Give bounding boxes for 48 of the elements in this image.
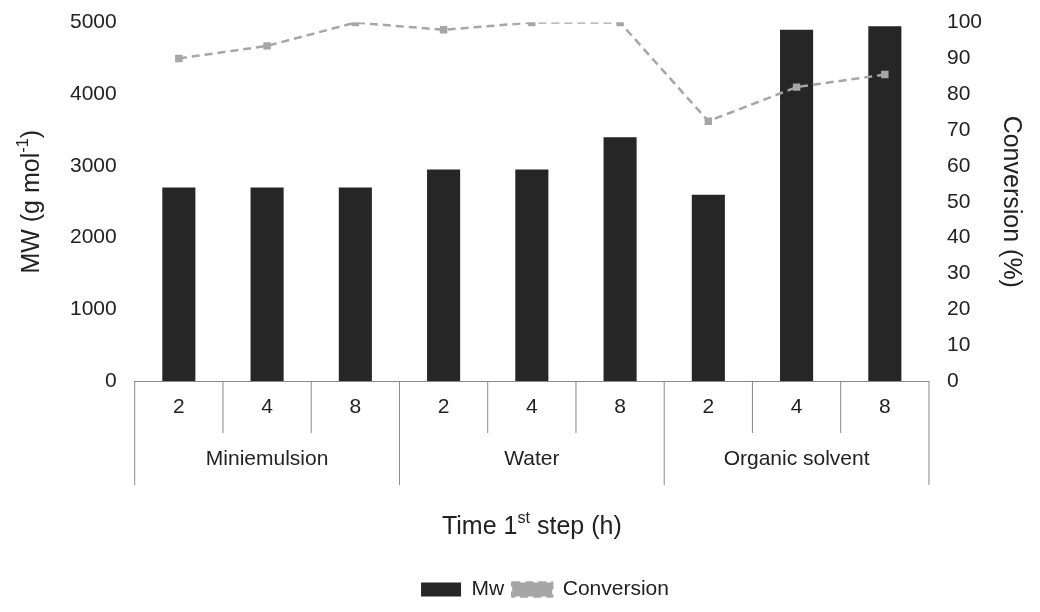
point bbox=[263, 42, 271, 50]
y2-tick-label: 90 bbox=[946, 45, 971, 69]
y-tick-label: 5000 bbox=[70, 9, 117, 33]
y-tick-label: 0 bbox=[105, 367, 117, 391]
y-tick-label: 4000 bbox=[70, 81, 117, 105]
x-tick-label: 8 bbox=[614, 394, 626, 418]
bar bbox=[338, 187, 372, 381]
y-axis-title: MW (g mol-1) bbox=[12, 130, 44, 274]
y2-tick-label: 70 bbox=[946, 116, 971, 140]
y-tick-label: 3000 bbox=[70, 152, 117, 176]
y2-axis-title: Conversion (%) bbox=[999, 115, 1028, 288]
bar bbox=[691, 194, 725, 381]
x-tick-label: 4 bbox=[526, 394, 538, 418]
y2-tick-label: 40 bbox=[946, 224, 971, 248]
text: Water bbox=[504, 445, 560, 469]
x-tick-label: 4 bbox=[790, 394, 803, 418]
bar bbox=[162, 187, 196, 381]
text: Organic solvent bbox=[723, 445, 870, 469]
point bbox=[881, 70, 889, 79]
bar bbox=[868, 26, 902, 381]
point bbox=[792, 83, 801, 91]
y-tick-label: 1000 bbox=[70, 296, 117, 320]
y2-tick-label: 0 bbox=[946, 367, 959, 391]
x-tick-label: 2 bbox=[702, 394, 715, 418]
y2-tick-label: 10 bbox=[946, 331, 971, 355]
legend-label: Mw bbox=[471, 576, 506, 600]
y2-tick-label: 50 bbox=[946, 188, 971, 212]
bar bbox=[603, 137, 637, 381]
x-tick-label: 2 bbox=[173, 394, 185, 418]
y2-tick-label: 30 bbox=[946, 260, 971, 284]
y2-tick-label: 20 bbox=[946, 296, 971, 320]
bar bbox=[780, 29, 814, 381]
bar bbox=[427, 169, 461, 381]
x-tick-label: 4 bbox=[261, 394, 274, 418]
y2-tick-label: 60 bbox=[946, 152, 971, 176]
x-tick-label: 2 bbox=[437, 394, 450, 418]
legend-label: Conversion bbox=[562, 576, 669, 600]
x-tick-label: 8 bbox=[878, 394, 891, 418]
text: Miniemulsion bbox=[205, 445, 329, 469]
point bbox=[439, 26, 448, 34]
y2-tick-label: 100 bbox=[946, 9, 983, 33]
bar bbox=[515, 169, 549, 381]
point bbox=[704, 117, 713, 125]
bar bbox=[250, 187, 284, 381]
point bbox=[175, 54, 183, 63]
y2-tick-label: 80 bbox=[946, 81, 971, 105]
x-tick-label: 8 bbox=[349, 394, 362, 418]
y-tick-label: 2000 bbox=[70, 224, 117, 248]
